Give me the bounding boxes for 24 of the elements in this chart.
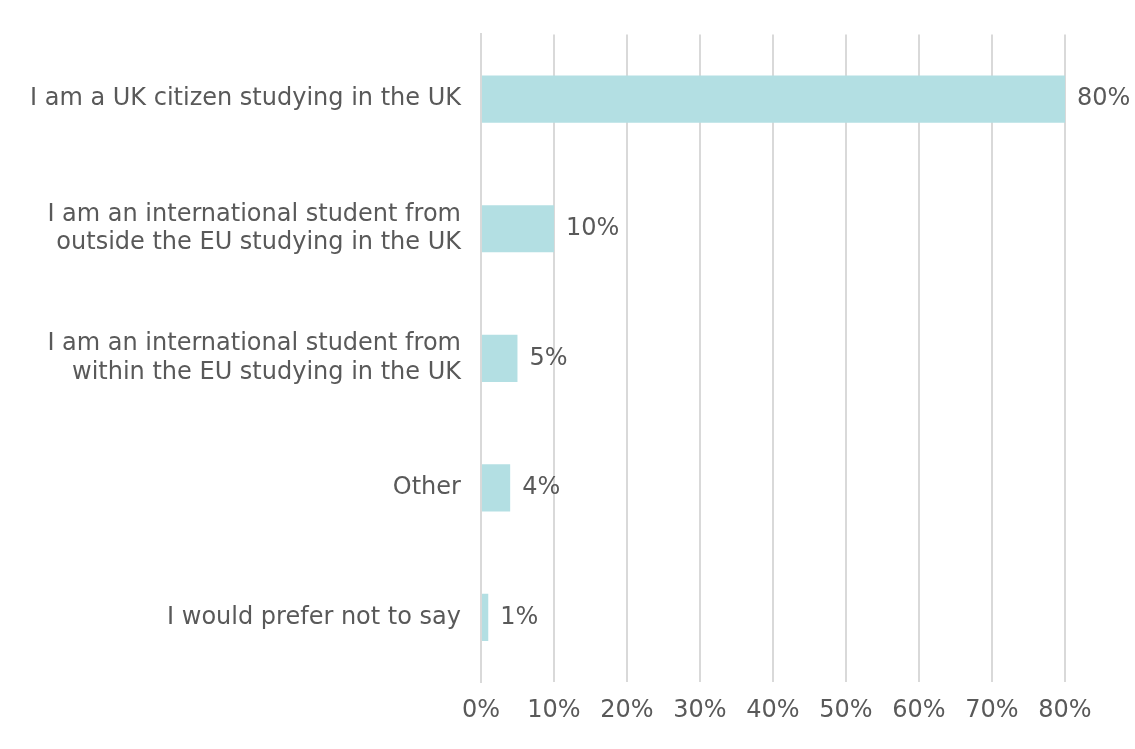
x-tick-label: 60% — [892, 694, 946, 723]
data-label: 1% — [500, 601, 539, 630]
y-tick-label: Other — [392, 472, 462, 501]
data-label: 4% — [522, 472, 561, 501]
x-tick-label: 30% — [673, 694, 727, 723]
y-tick-label: I am an international student from within the EU studying in the UK — [47, 328, 463, 385]
bar — [481, 334, 518, 382]
data-label: 5% — [529, 342, 568, 371]
bar — [481, 593, 489, 641]
y-tick-label: I would prefer not to say — [167, 601, 461, 630]
x-tick-label: 50% — [819, 694, 873, 723]
bar — [481, 464, 511, 512]
x-tick-label: 0% — [461, 694, 501, 723]
data-label: 10% — [565, 212, 620, 241]
x-tick-label: 80% — [1038, 694, 1092, 723]
x-tick-label: 70% — [965, 694, 1019, 723]
x-tick-label: 20% — [600, 694, 654, 723]
bar — [481, 205, 554, 253]
y-tick-label: I am a UK citizen studying in the UK — [30, 83, 463, 112]
x-tick-label: 40% — [746, 694, 800, 723]
y-tick-label: I am an international student from outside the EU studying in the UK — [47, 198, 463, 256]
x-tick-label: 10% — [527, 694, 581, 723]
data-label: 80% — [1077, 83, 1131, 112]
bar — [481, 75, 1065, 123]
